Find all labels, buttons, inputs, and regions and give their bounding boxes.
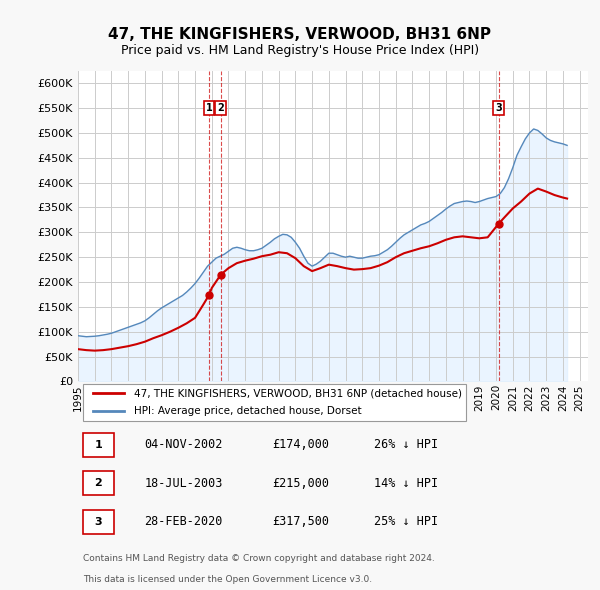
Text: 1: 1 [95, 440, 102, 450]
FancyBboxPatch shape [83, 384, 466, 421]
Text: 47, THE KINGFISHERS, VERWOOD, BH31 6NP (detached house): 47, THE KINGFISHERS, VERWOOD, BH31 6NP (… [134, 388, 462, 398]
Text: 26% ↓ HPI: 26% ↓ HPI [374, 438, 438, 451]
Text: 28-FEB-2020: 28-FEB-2020 [145, 516, 223, 529]
Text: 04-NOV-2002: 04-NOV-2002 [145, 438, 223, 451]
Text: 3: 3 [95, 517, 102, 527]
FancyBboxPatch shape [83, 471, 114, 496]
Text: Price paid vs. HM Land Registry's House Price Index (HPI): Price paid vs. HM Land Registry's House … [121, 44, 479, 57]
Text: 47, THE KINGFISHERS, VERWOOD, BH31 6NP: 47, THE KINGFISHERS, VERWOOD, BH31 6NP [109, 27, 491, 41]
Text: HPI: Average price, detached house, Dorset: HPI: Average price, detached house, Dors… [134, 407, 362, 417]
Text: 3: 3 [496, 103, 502, 113]
Text: £174,000: £174,000 [272, 438, 329, 451]
Text: 25% ↓ HPI: 25% ↓ HPI [374, 516, 438, 529]
FancyBboxPatch shape [83, 432, 114, 457]
Text: 18-JUL-2003: 18-JUL-2003 [145, 477, 223, 490]
Text: 2: 2 [95, 478, 102, 489]
FancyBboxPatch shape [83, 510, 114, 534]
Text: 14% ↓ HPI: 14% ↓ HPI [374, 477, 438, 490]
Text: 2: 2 [217, 103, 224, 113]
Text: £215,000: £215,000 [272, 477, 329, 490]
Text: 1: 1 [206, 103, 212, 113]
Text: Contains HM Land Registry data © Crown copyright and database right 2024.: Contains HM Land Registry data © Crown c… [83, 554, 435, 563]
Text: This data is licensed under the Open Government Licence v3.0.: This data is licensed under the Open Gov… [83, 575, 372, 584]
Text: £317,500: £317,500 [272, 516, 329, 529]
